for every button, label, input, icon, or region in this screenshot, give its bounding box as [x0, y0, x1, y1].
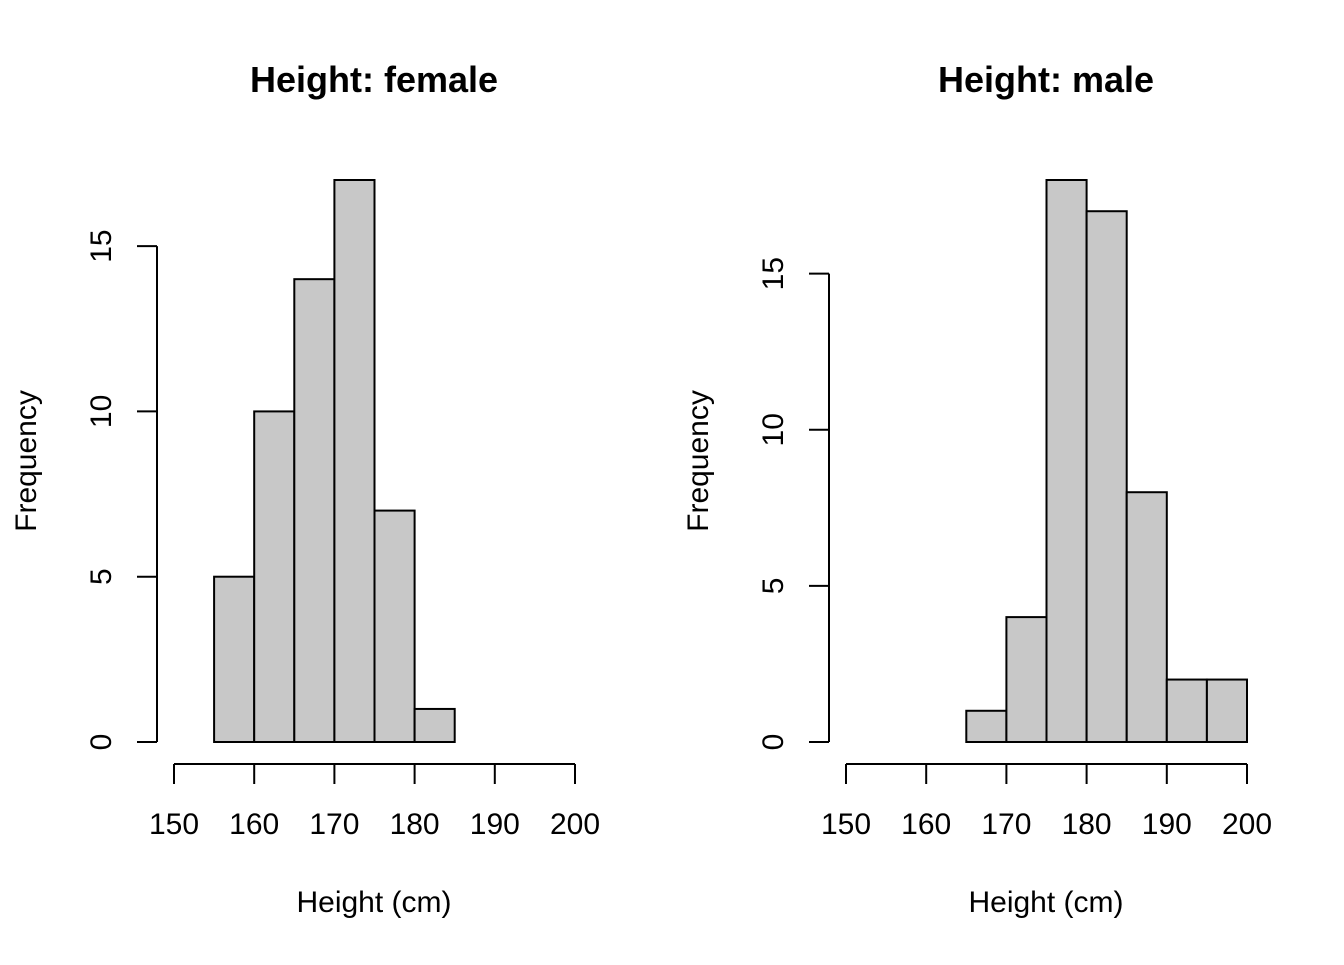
- x-axis-label: Height (cm): [968, 886, 1123, 919]
- histogram-bar: [213, 575, 256, 743]
- histogram-bar: [293, 278, 336, 743]
- histogram-bar: [1005, 616, 1048, 743]
- x-tick-label: 170: [309, 808, 359, 841]
- histogram-bar: [1045, 179, 1088, 743]
- x-tick-label: 190: [1142, 808, 1192, 841]
- y-tick-label: 10: [85, 395, 118, 428]
- histogram-bar: [333, 179, 376, 743]
- panel-male: Height: male 150 160 170 180 190 200 0 5 10 15 Heig…: [682, 59, 1272, 919]
- x-tick-label: 160: [901, 808, 951, 841]
- x-tick-label: 180: [1062, 808, 1112, 841]
- panel-female: Height: female 150 160 170 180 190 200 0 5 10 15 He…: [10, 59, 600, 919]
- histogram-bar: [373, 509, 416, 743]
- y-axis-label: Frequency: [682, 390, 715, 532]
- chart-title: Height: male: [938, 59, 1154, 100]
- y-tick-label: 15: [85, 229, 118, 262]
- y-axis-label: Frequency: [10, 390, 43, 532]
- histogram-bar: [1165, 678, 1208, 743]
- x-tick-label: 200: [550, 808, 600, 841]
- histogram-bar: [965, 709, 1008, 743]
- y-tick-label: 0: [85, 734, 118, 751]
- chart-title: Height: female: [250, 59, 498, 100]
- y-tick-label: 10: [757, 413, 790, 446]
- y-tick-label: 5: [85, 568, 118, 585]
- x-tick-label: 200: [1222, 808, 1272, 841]
- histogram-bar: [1125, 491, 1168, 743]
- y-tick-label: 15: [757, 257, 790, 290]
- x-tick-label: 160: [229, 808, 279, 841]
- histogram-bar: [413, 707, 456, 743]
- x-tick-label: 190: [470, 808, 520, 841]
- histogram-bar: [1205, 678, 1249, 743]
- y-tick-label: 5: [757, 578, 790, 595]
- x-tick-label: 170: [981, 808, 1031, 841]
- x-tick-label: 150: [149, 808, 199, 841]
- x-tick-label: 180: [390, 808, 440, 841]
- histogram-bar: [253, 410, 296, 743]
- histogram-bar: [1085, 210, 1128, 743]
- x-axis-label: Height (cm): [296, 886, 451, 919]
- x-tick-label: 150: [821, 808, 871, 841]
- y-tick-label: 0: [757, 734, 790, 751]
